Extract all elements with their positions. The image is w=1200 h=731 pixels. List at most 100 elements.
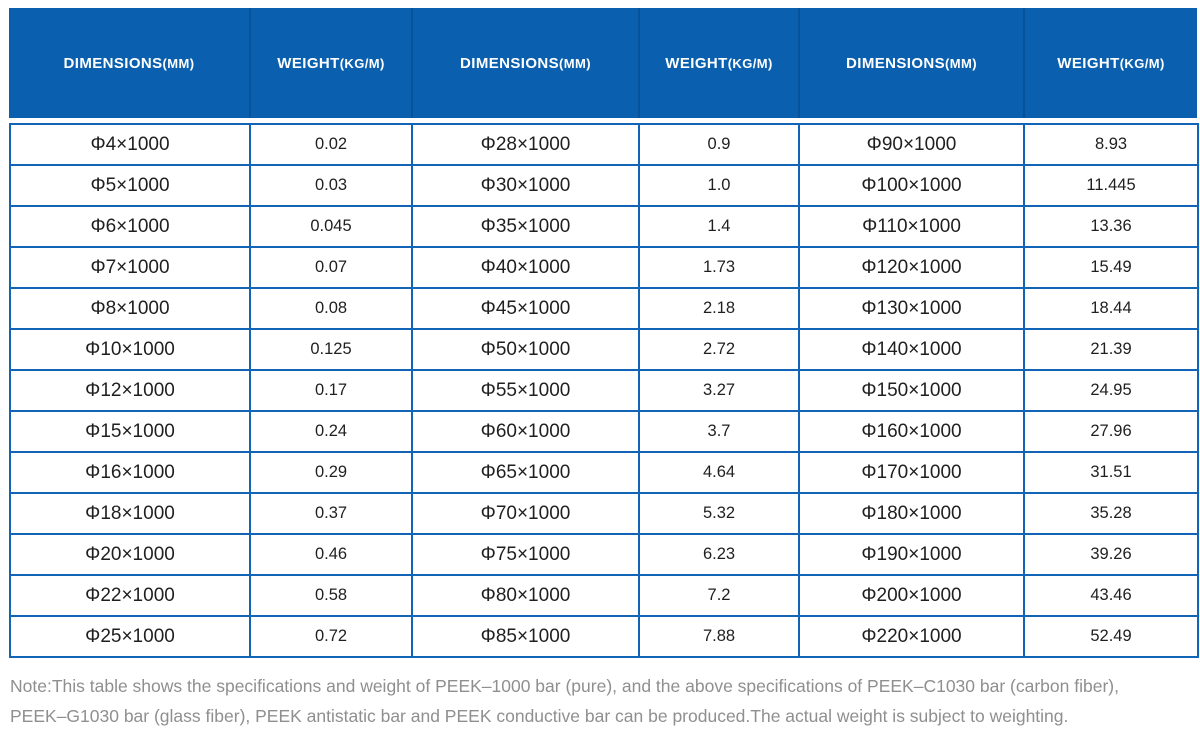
weight-cell: 1.73 bbox=[638, 246, 800, 289]
dimension-cell: Φ22×1000 bbox=[9, 574, 251, 617]
dimension-cell: Φ65×1000 bbox=[411, 451, 640, 494]
header-label: DIMENSIONS bbox=[846, 54, 946, 72]
weight-cell: 3.7 bbox=[638, 410, 800, 453]
footnote-line-2: PEEK–G1030 bar (glass fiber), PEEK antis… bbox=[10, 706, 1069, 726]
dimension-cell: Φ20×1000 bbox=[9, 533, 251, 576]
table-header: DIMENSIONS (MM) WEIGHT (KG/M) DIMENSIONS (M… bbox=[9, 8, 1197, 118]
table-row: Φ18×1000 0.37 Φ70×1000 5.32 Φ180×1000 35… bbox=[9, 492, 1199, 535]
weight-cell: 0.9 bbox=[638, 123, 800, 166]
header-unit: (MM) bbox=[162, 55, 195, 71]
header-label: WEIGHT bbox=[665, 54, 728, 72]
dimension-cell: Φ90×1000 bbox=[798, 123, 1025, 166]
dimension-cell: Φ10×1000 bbox=[9, 328, 251, 371]
dimension-cell: Φ160×1000 bbox=[798, 410, 1025, 453]
table-row: Φ7×1000 0.07 Φ40×1000 1.73 Φ120×1000 15.… bbox=[9, 246, 1199, 289]
dimension-cell: Φ220×1000 bbox=[798, 615, 1025, 658]
table-row: Φ4×1000 0.02 Φ28×1000 0.9 Φ90×1000 8.93 bbox=[9, 123, 1199, 166]
table-row: Φ6×1000 0.045 Φ35×1000 1.4 Φ110×1000 13.… bbox=[9, 205, 1199, 248]
weight-cell: 1.0 bbox=[638, 164, 800, 207]
weight-cell: 15.49 bbox=[1023, 246, 1199, 289]
weight-cell: 43.46 bbox=[1023, 574, 1199, 617]
header-cell-dimensions-2: DIMENSIONS (MM) bbox=[411, 8, 638, 118]
header-unit: (KG/M) bbox=[1119, 55, 1165, 71]
weight-cell: 21.39 bbox=[1023, 328, 1199, 371]
dimension-cell: Φ35×1000 bbox=[411, 205, 640, 248]
weight-cell: 0.03 bbox=[249, 164, 413, 207]
header-unit: (MM) bbox=[559, 55, 591, 71]
weight-cell: 31.51 bbox=[1023, 451, 1199, 494]
weight-cell: 0.24 bbox=[249, 410, 413, 453]
weight-cell: 27.96 bbox=[1023, 410, 1199, 453]
dimension-cell: Φ140×1000 bbox=[798, 328, 1025, 371]
header-label: WEIGHT bbox=[1057, 54, 1120, 72]
dimension-cell: Φ6×1000 bbox=[9, 205, 251, 248]
dimension-cell: Φ12×1000 bbox=[9, 369, 251, 412]
dimension-cell: Φ60×1000 bbox=[411, 410, 640, 453]
page: DIMENSIONS (MM) WEIGHT (KG/M) DIMENSIONS (M… bbox=[9, 8, 1199, 726]
dimension-cell: Φ7×1000 bbox=[9, 246, 251, 289]
dimension-cell: Φ170×1000 bbox=[798, 451, 1025, 494]
table-row: Φ12×1000 0.17 Φ55×1000 3.27 Φ150×1000 24… bbox=[9, 369, 1199, 412]
weight-cell: 8.93 bbox=[1023, 123, 1199, 166]
dimension-cell: Φ30×1000 bbox=[411, 164, 640, 207]
footnote: Note:This table shows the specifications… bbox=[10, 671, 1191, 731]
weight-cell: 0.07 bbox=[249, 246, 413, 289]
header-label: WEIGHT bbox=[277, 54, 340, 72]
weight-cell: 0.045 bbox=[249, 205, 413, 248]
dimension-cell: Φ15×1000 bbox=[9, 410, 251, 453]
table-row: Φ15×1000 0.24 Φ60×1000 3.7 Φ160×1000 27.… bbox=[9, 410, 1199, 453]
dimension-cell: Φ16×1000 bbox=[9, 451, 251, 494]
dimension-cell: Φ50×1000 bbox=[411, 328, 640, 371]
weight-cell: 39.26 bbox=[1023, 533, 1199, 576]
weight-cell: 18.44 bbox=[1023, 287, 1199, 330]
weight-cell: 0.17 bbox=[249, 369, 413, 412]
header-cell-weight-1: WEIGHT (KG/M) bbox=[249, 8, 411, 118]
header-cell-dimensions-1: DIMENSIONS (MM) bbox=[9, 8, 249, 118]
table-row: Φ22×1000 0.58 Φ80×1000 7.2 Φ200×1000 43.… bbox=[9, 574, 1199, 617]
dimension-cell: Φ8×1000 bbox=[9, 287, 251, 330]
weight-cell: 52.49 bbox=[1023, 615, 1199, 658]
dimension-cell: Φ28×1000 bbox=[411, 123, 640, 166]
dimension-cell: Φ180×1000 bbox=[798, 492, 1025, 535]
dimension-cell: Φ55×1000 bbox=[411, 369, 640, 412]
table-body: Φ4×1000 0.02 Φ28×1000 0.9 Φ90×1000 8.93 … bbox=[9, 123, 1199, 658]
weight-cell: 0.37 bbox=[249, 492, 413, 535]
table-row: Φ8×1000 0.08 Φ45×1000 2.18 Φ130×1000 18.… bbox=[9, 287, 1199, 330]
weight-cell: 1.4 bbox=[638, 205, 800, 248]
weight-cell: 2.18 bbox=[638, 287, 800, 330]
dimension-cell: Φ18×1000 bbox=[9, 492, 251, 535]
header-label: DIMENSIONS bbox=[460, 54, 560, 72]
weight-cell: 4.64 bbox=[638, 451, 800, 494]
table-row: Φ20×1000 0.46 Φ75×1000 6.23 Φ190×1000 39… bbox=[9, 533, 1199, 576]
dimension-cell: Φ110×1000 bbox=[798, 205, 1025, 248]
header-unit: (KG/M) bbox=[339, 55, 385, 71]
table-row: Φ5×1000 0.03 Φ30×1000 1.0 Φ100×1000 11.4… bbox=[9, 164, 1199, 207]
weight-cell: 7.88 bbox=[638, 615, 800, 658]
dimension-cell: Φ25×1000 bbox=[9, 615, 251, 658]
weight-cell: 11.445 bbox=[1023, 164, 1199, 207]
header-cell-dimensions-3: DIMENSIONS (MM) bbox=[798, 8, 1023, 118]
dimension-cell: Φ200×1000 bbox=[798, 574, 1025, 617]
weight-cell: 0.08 bbox=[249, 287, 413, 330]
header-label: DIMENSIONS bbox=[63, 54, 163, 72]
dimension-cell: Φ80×1000 bbox=[411, 574, 640, 617]
weight-cell: 5.32 bbox=[638, 492, 800, 535]
peek-bar-weight-table: DIMENSIONS (MM) WEIGHT (KG/M) DIMENSIONS (M… bbox=[9, 8, 1199, 658]
dimension-cell: Φ190×1000 bbox=[798, 533, 1025, 576]
weight-cell: 0.72 bbox=[249, 615, 413, 658]
weight-cell: 7.2 bbox=[638, 574, 800, 617]
weight-cell: 3.27 bbox=[638, 369, 800, 412]
footnote-line-1: Note:This table shows the specifications… bbox=[10, 676, 1119, 696]
dimension-cell: Φ45×1000 bbox=[411, 287, 640, 330]
dimension-cell: Φ150×1000 bbox=[798, 369, 1025, 412]
dimension-cell: Φ130×1000 bbox=[798, 287, 1025, 330]
header-unit: (KG/M) bbox=[727, 55, 773, 71]
header-cell-weight-2: WEIGHT (KG/M) bbox=[638, 8, 798, 118]
dimension-cell: Φ85×1000 bbox=[411, 615, 640, 658]
header-cell-weight-3: WEIGHT (KG/M) bbox=[1023, 8, 1197, 118]
dimension-cell: Φ120×1000 bbox=[798, 246, 1025, 289]
table-row: Φ16×1000 0.29 Φ65×1000 4.64 Φ170×1000 31… bbox=[9, 451, 1199, 494]
table-row: Φ25×1000 0.72 Φ85×1000 7.88 Φ220×1000 52… bbox=[9, 615, 1199, 658]
table-row: Φ10×1000 0.125 Φ50×1000 2.72 Φ140×1000 2… bbox=[9, 328, 1199, 371]
header-unit: (MM) bbox=[945, 55, 977, 71]
